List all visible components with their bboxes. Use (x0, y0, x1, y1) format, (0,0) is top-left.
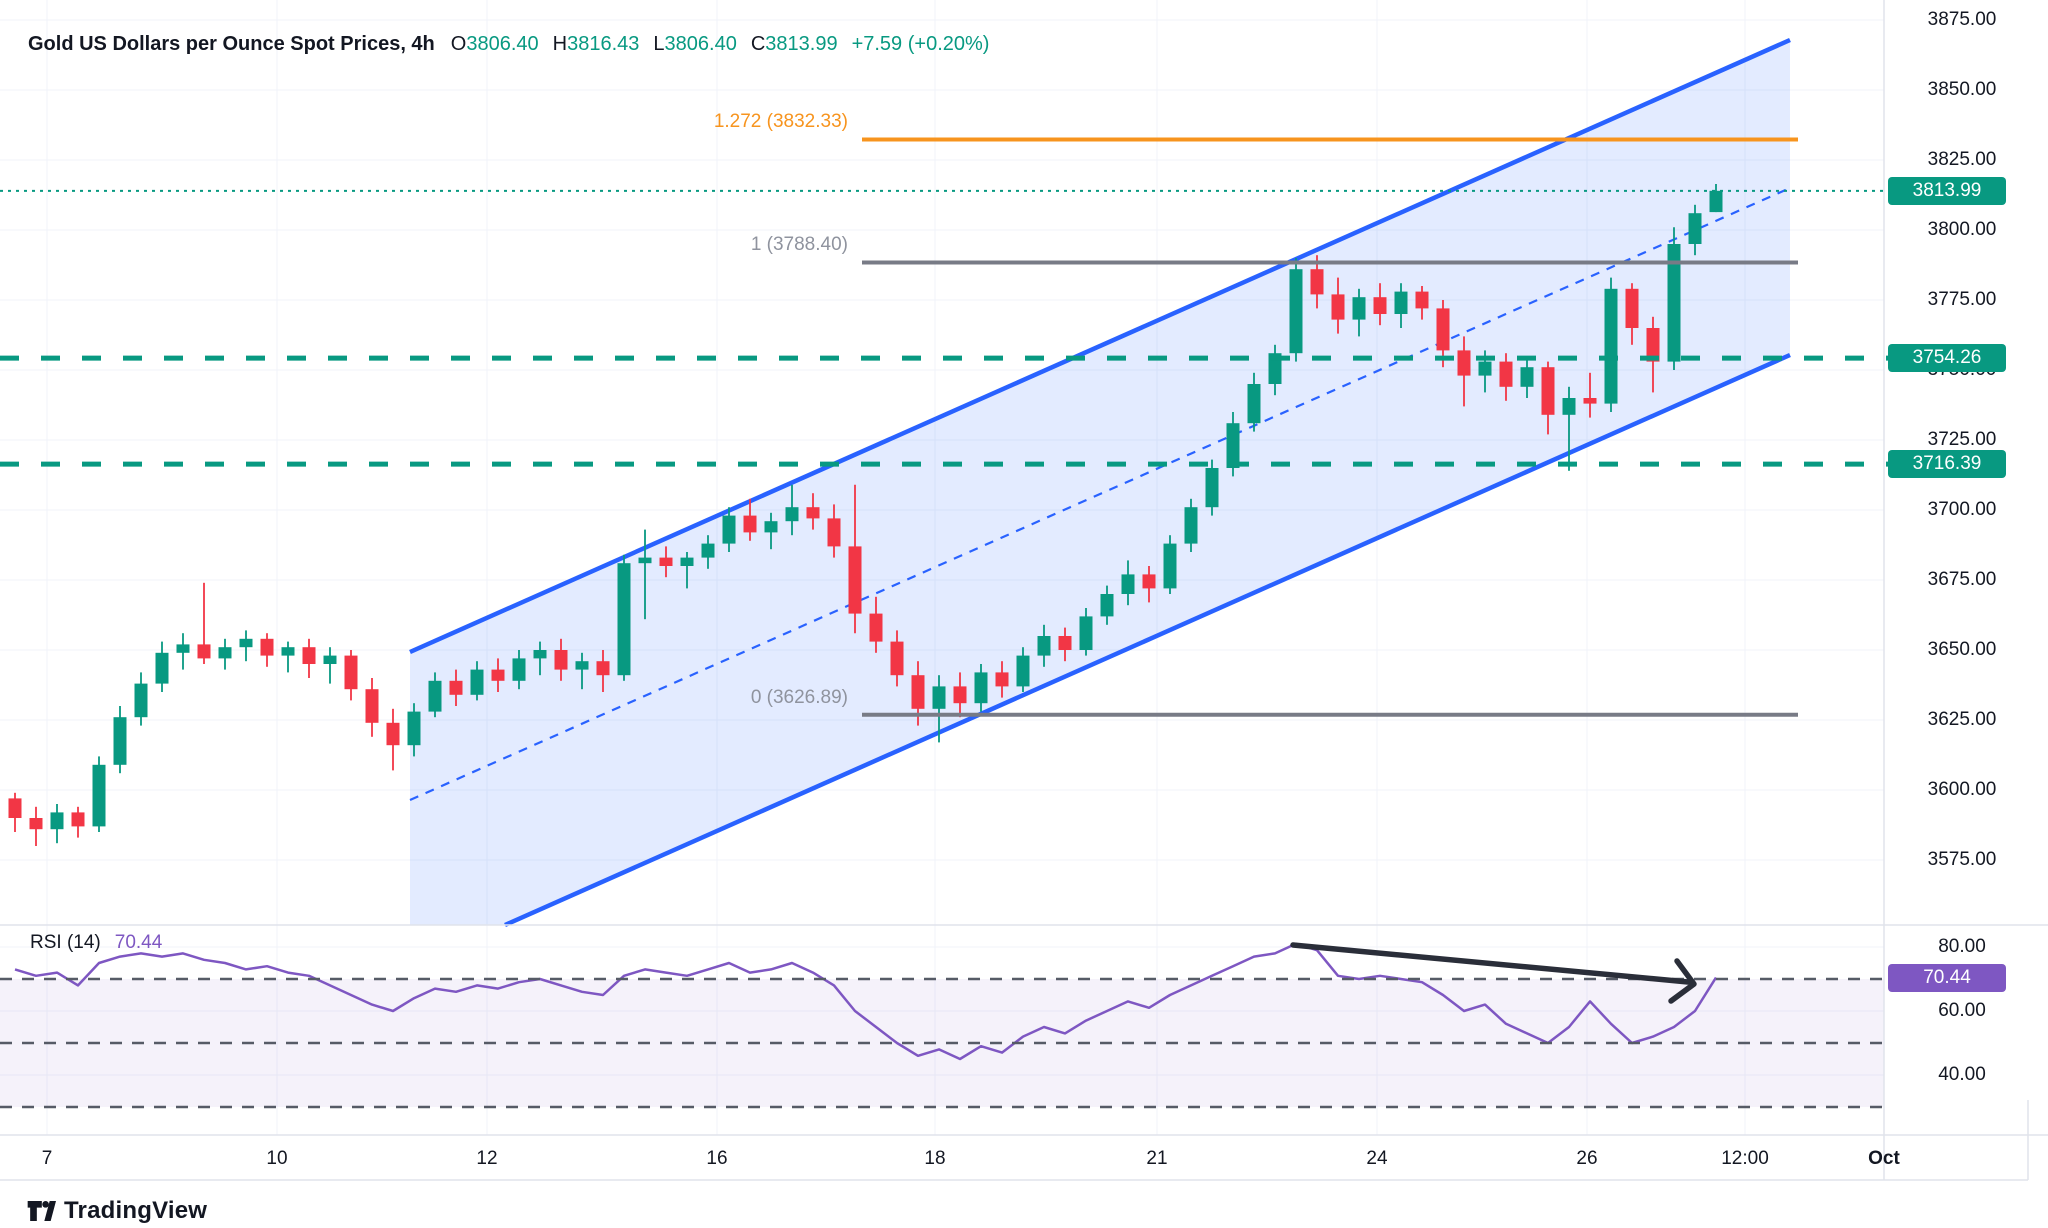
price-axis-badge: 3754.26 (1888, 344, 2006, 373)
chart-legend: Gold US Dollars per Ounce Spot Prices, 4… (28, 33, 989, 56)
price-axis-label[interactable]: 3600.00 (1927, 779, 1997, 800)
time-axis-label[interactable]: 7 (41, 1148, 53, 1169)
price-axis-label[interactable]: 3725.00 (1927, 429, 1997, 450)
tradingview-logo-icon (26, 1196, 56, 1221)
price-axis-label[interactable]: 3875.00 (1927, 9, 1997, 30)
time-axis-label[interactable]: 10 (266, 1148, 288, 1169)
rsi-axis-label[interactable]: 40.00 (1938, 1064, 1986, 1085)
rsi-legend: RSI (14) 70.44 (30, 932, 162, 954)
ohlc-open: O3806.40 (450, 33, 539, 55)
fib-level-label[interactable]: 1 (3788.40) (750, 234, 848, 256)
rsi-value: 70.44 (114, 932, 163, 953)
price-axis-badge: 3813.99 (1888, 176, 2006, 205)
price-axis-badge: 3716.39 (1888, 450, 2006, 479)
price-axis-label[interactable]: 3850.00 (1927, 79, 1997, 100)
price-change: +7.59 (+0.20%) (851, 33, 990, 55)
tradingview-logo[interactable]: TradingView (26, 1196, 207, 1226)
price-axis-label[interactable]: 3800.00 (1927, 219, 1997, 240)
time-axis-label[interactable]: 26 (1576, 1148, 1598, 1169)
time-axis-label[interactable]: 16 (706, 1148, 728, 1169)
price-axis-label[interactable]: 3675.00 (1927, 569, 1997, 590)
price-axis-label[interactable]: 3650.00 (1927, 639, 1997, 660)
time-axis-label[interactable]: 24 (1366, 1148, 1388, 1169)
rsi-axis-label[interactable]: 80.00 (1938, 936, 1986, 957)
ohlc-high: H3816.43 (552, 33, 640, 55)
price-axis-label[interactable]: 3625.00 (1927, 709, 1997, 730)
rsi-axis-badge: 70.44 (1888, 963, 2006, 992)
price-axis-label[interactable]: 3775.00 (1927, 289, 1997, 310)
fib-level-label[interactable]: 1.272 (3832.33) (713, 111, 848, 133)
rsi-axis-label[interactable]: 60.00 (1938, 1000, 1986, 1021)
ohlc-low: L3806.40 (653, 33, 737, 55)
ohlc-close: C3813.99 (750, 33, 838, 55)
symbol-title: Gold US Dollars per Ounce Spot Prices, 4… (28, 33, 435, 55)
time-axis-label[interactable]: 12:00 (1721, 1148, 1769, 1169)
price-axis-label[interactable]: 3700.00 (1927, 499, 1997, 520)
time-axis-label[interactable]: 21 (1146, 1148, 1168, 1169)
time-axis-label[interactable]: 12 (476, 1148, 498, 1169)
price-axis-label[interactable]: 3575.00 (1927, 849, 1997, 870)
fib-level-label[interactable]: 0 (3626.89) (750, 686, 848, 708)
rsi-label: RSI (14) (30, 932, 101, 953)
tradingview-logo-text: TradingView (64, 1197, 208, 1224)
time-axis-label[interactable]: 18 (924, 1148, 946, 1169)
time-axis-label[interactable]: Oct (1868, 1148, 1900, 1169)
price-axis-label[interactable]: 3825.00 (1927, 149, 1997, 170)
